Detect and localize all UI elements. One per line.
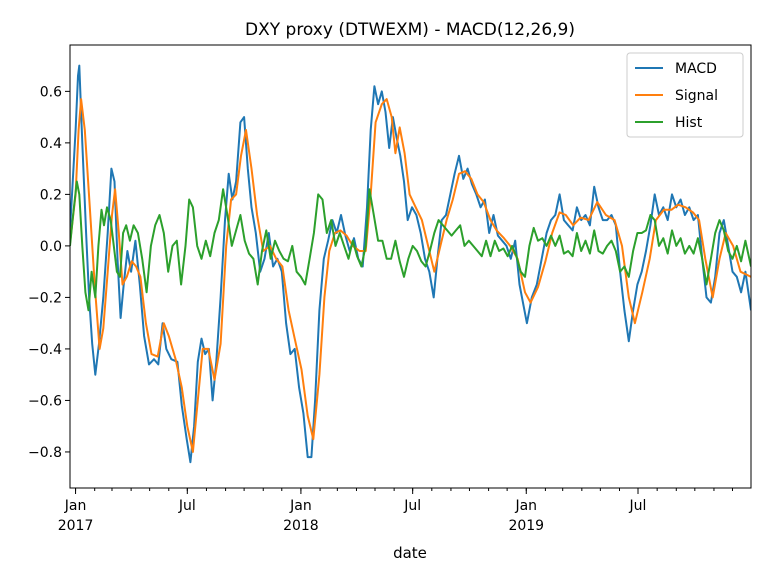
y-tick-label: 0.0 [40,239,62,255]
x-tick-year-label: 2017 [58,518,94,534]
plot-area [69,44,752,489]
legend-label-macd: MACD [675,61,717,77]
x-tick-label: Jul [629,498,647,514]
y-tick-label: 0.6 [40,84,62,100]
y-tick-label: −0.4 [28,342,62,358]
x-tick-label: Jul [403,498,421,514]
x-tick-year-label: 2018 [283,518,319,534]
y-tick-label: −0.8 [28,445,62,461]
y-axis: 0.6 0.4 0.2 0.0 −0.2 −0.4 −0.6 −0.8 [28,84,70,461]
legend-box [626,52,744,138]
x-tick-label: Jan [289,498,312,514]
legend: MACD Signal Hist [626,52,744,138]
plot-frame [69,44,752,489]
y-tick-label: −0.2 [28,290,62,306]
x-tick-label: Jan [514,498,537,514]
series-line-hist [70,180,751,312]
chart-title: DXY proxy (DTWEXM) - MACD(12,26,9) [245,20,575,40]
x-tick-label: Jul [178,498,196,514]
x-axis: Jan 2017 Jul Jan 2018 Jul Jan 2019 Jul [58,488,733,534]
x-axis-label: date [393,544,427,562]
x-tick-label: Jan [64,498,87,514]
y-tick-label: 0.2 [40,187,62,203]
y-tick-label: −0.6 [28,393,62,409]
legend-label-hist: Hist [675,115,703,131]
y-tick-label: 0.4 [40,136,62,152]
x-tick-year-label: 2019 [508,518,544,534]
series-layer [70,64,751,464]
legend-label-signal: Signal [675,88,718,104]
